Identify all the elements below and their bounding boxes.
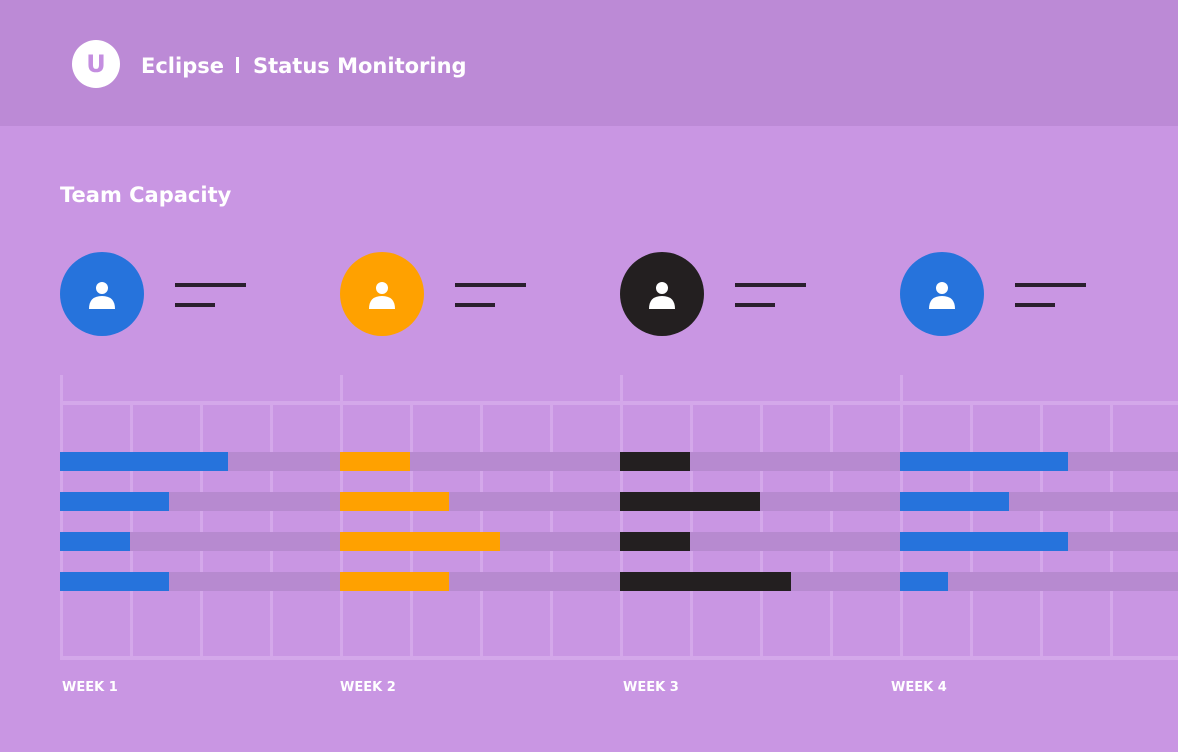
grid-line	[60, 401, 1178, 405]
capacity-bar[interactable]	[900, 452, 1068, 471]
user-icon	[649, 282, 675, 309]
capacity-bar[interactable]	[340, 572, 449, 591]
user-icon	[89, 282, 115, 309]
capacity-bar[interactable]	[900, 492, 1009, 511]
grid-line	[60, 656, 1178, 660]
app-logo[interactable]: U	[72, 40, 120, 88]
capacity-bar[interactable]	[340, 492, 449, 511]
avatar[interactable]	[900, 252, 984, 336]
grid-line	[340, 375, 343, 660]
member-name-placeholder	[735, 283, 806, 287]
user-icon	[929, 282, 955, 309]
capacity-bar[interactable]	[620, 492, 760, 511]
team-member-card[interactable]	[620, 252, 860, 336]
capacity-bar[interactable]	[340, 532, 500, 551]
week-label: WEEK 3	[623, 680, 679, 695]
capacity-bar[interactable]	[620, 532, 690, 551]
week-label: WEEK 4	[891, 680, 947, 695]
capacity-track	[900, 572, 1178, 591]
member-role-placeholder	[175, 303, 215, 307]
avatar[interactable]	[60, 252, 144, 336]
team-member-card[interactable]	[60, 252, 300, 336]
capacity-bar[interactable]	[60, 572, 169, 591]
capacity-track	[340, 452, 620, 471]
week-label: WEEK 2	[340, 680, 396, 695]
capacity-bar[interactable]	[60, 452, 228, 471]
capacity-bar[interactable]	[900, 572, 948, 591]
capacity-bar[interactable]	[60, 532, 130, 551]
grid-line	[900, 375, 903, 660]
member-name-placeholder	[1015, 283, 1086, 287]
section-title: Team Capacity	[60, 183, 232, 207]
grid-line	[620, 375, 623, 660]
u-logo-icon: U	[86, 50, 106, 78]
week-label: WEEK 1	[62, 680, 118, 695]
top-header: U Eclipse Status Monitoring	[0, 0, 1178, 126]
capacity-track	[620, 452, 900, 471]
grid-line	[60, 375, 63, 660]
capacity-bar[interactable]	[340, 452, 410, 471]
breadcrumb: Eclipse Status Monitoring	[141, 51, 467, 81]
capacity-track	[620, 532, 900, 551]
member-role-placeholder	[455, 303, 495, 307]
capacity-bar[interactable]	[900, 532, 1068, 551]
capacity-track	[60, 532, 340, 551]
breadcrumb-divider	[235, 57, 239, 73]
member-role-placeholder	[735, 303, 775, 307]
avatar[interactable]	[620, 252, 704, 336]
capacity-bar[interactable]	[620, 572, 791, 591]
capacity-bar[interactable]	[620, 452, 690, 471]
team-member-card[interactable]	[340, 252, 580, 336]
user-icon	[369, 282, 395, 309]
member-name-placeholder	[175, 283, 246, 287]
avatar[interactable]	[340, 252, 424, 336]
member-role-placeholder	[1015, 303, 1055, 307]
member-name-placeholder	[455, 283, 526, 287]
capacity-bar[interactable]	[60, 492, 169, 511]
app-name[interactable]: Eclipse	[141, 54, 224, 78]
page-title: Status Monitoring	[252, 54, 467, 78]
team-member-card[interactable]	[900, 252, 1140, 336]
